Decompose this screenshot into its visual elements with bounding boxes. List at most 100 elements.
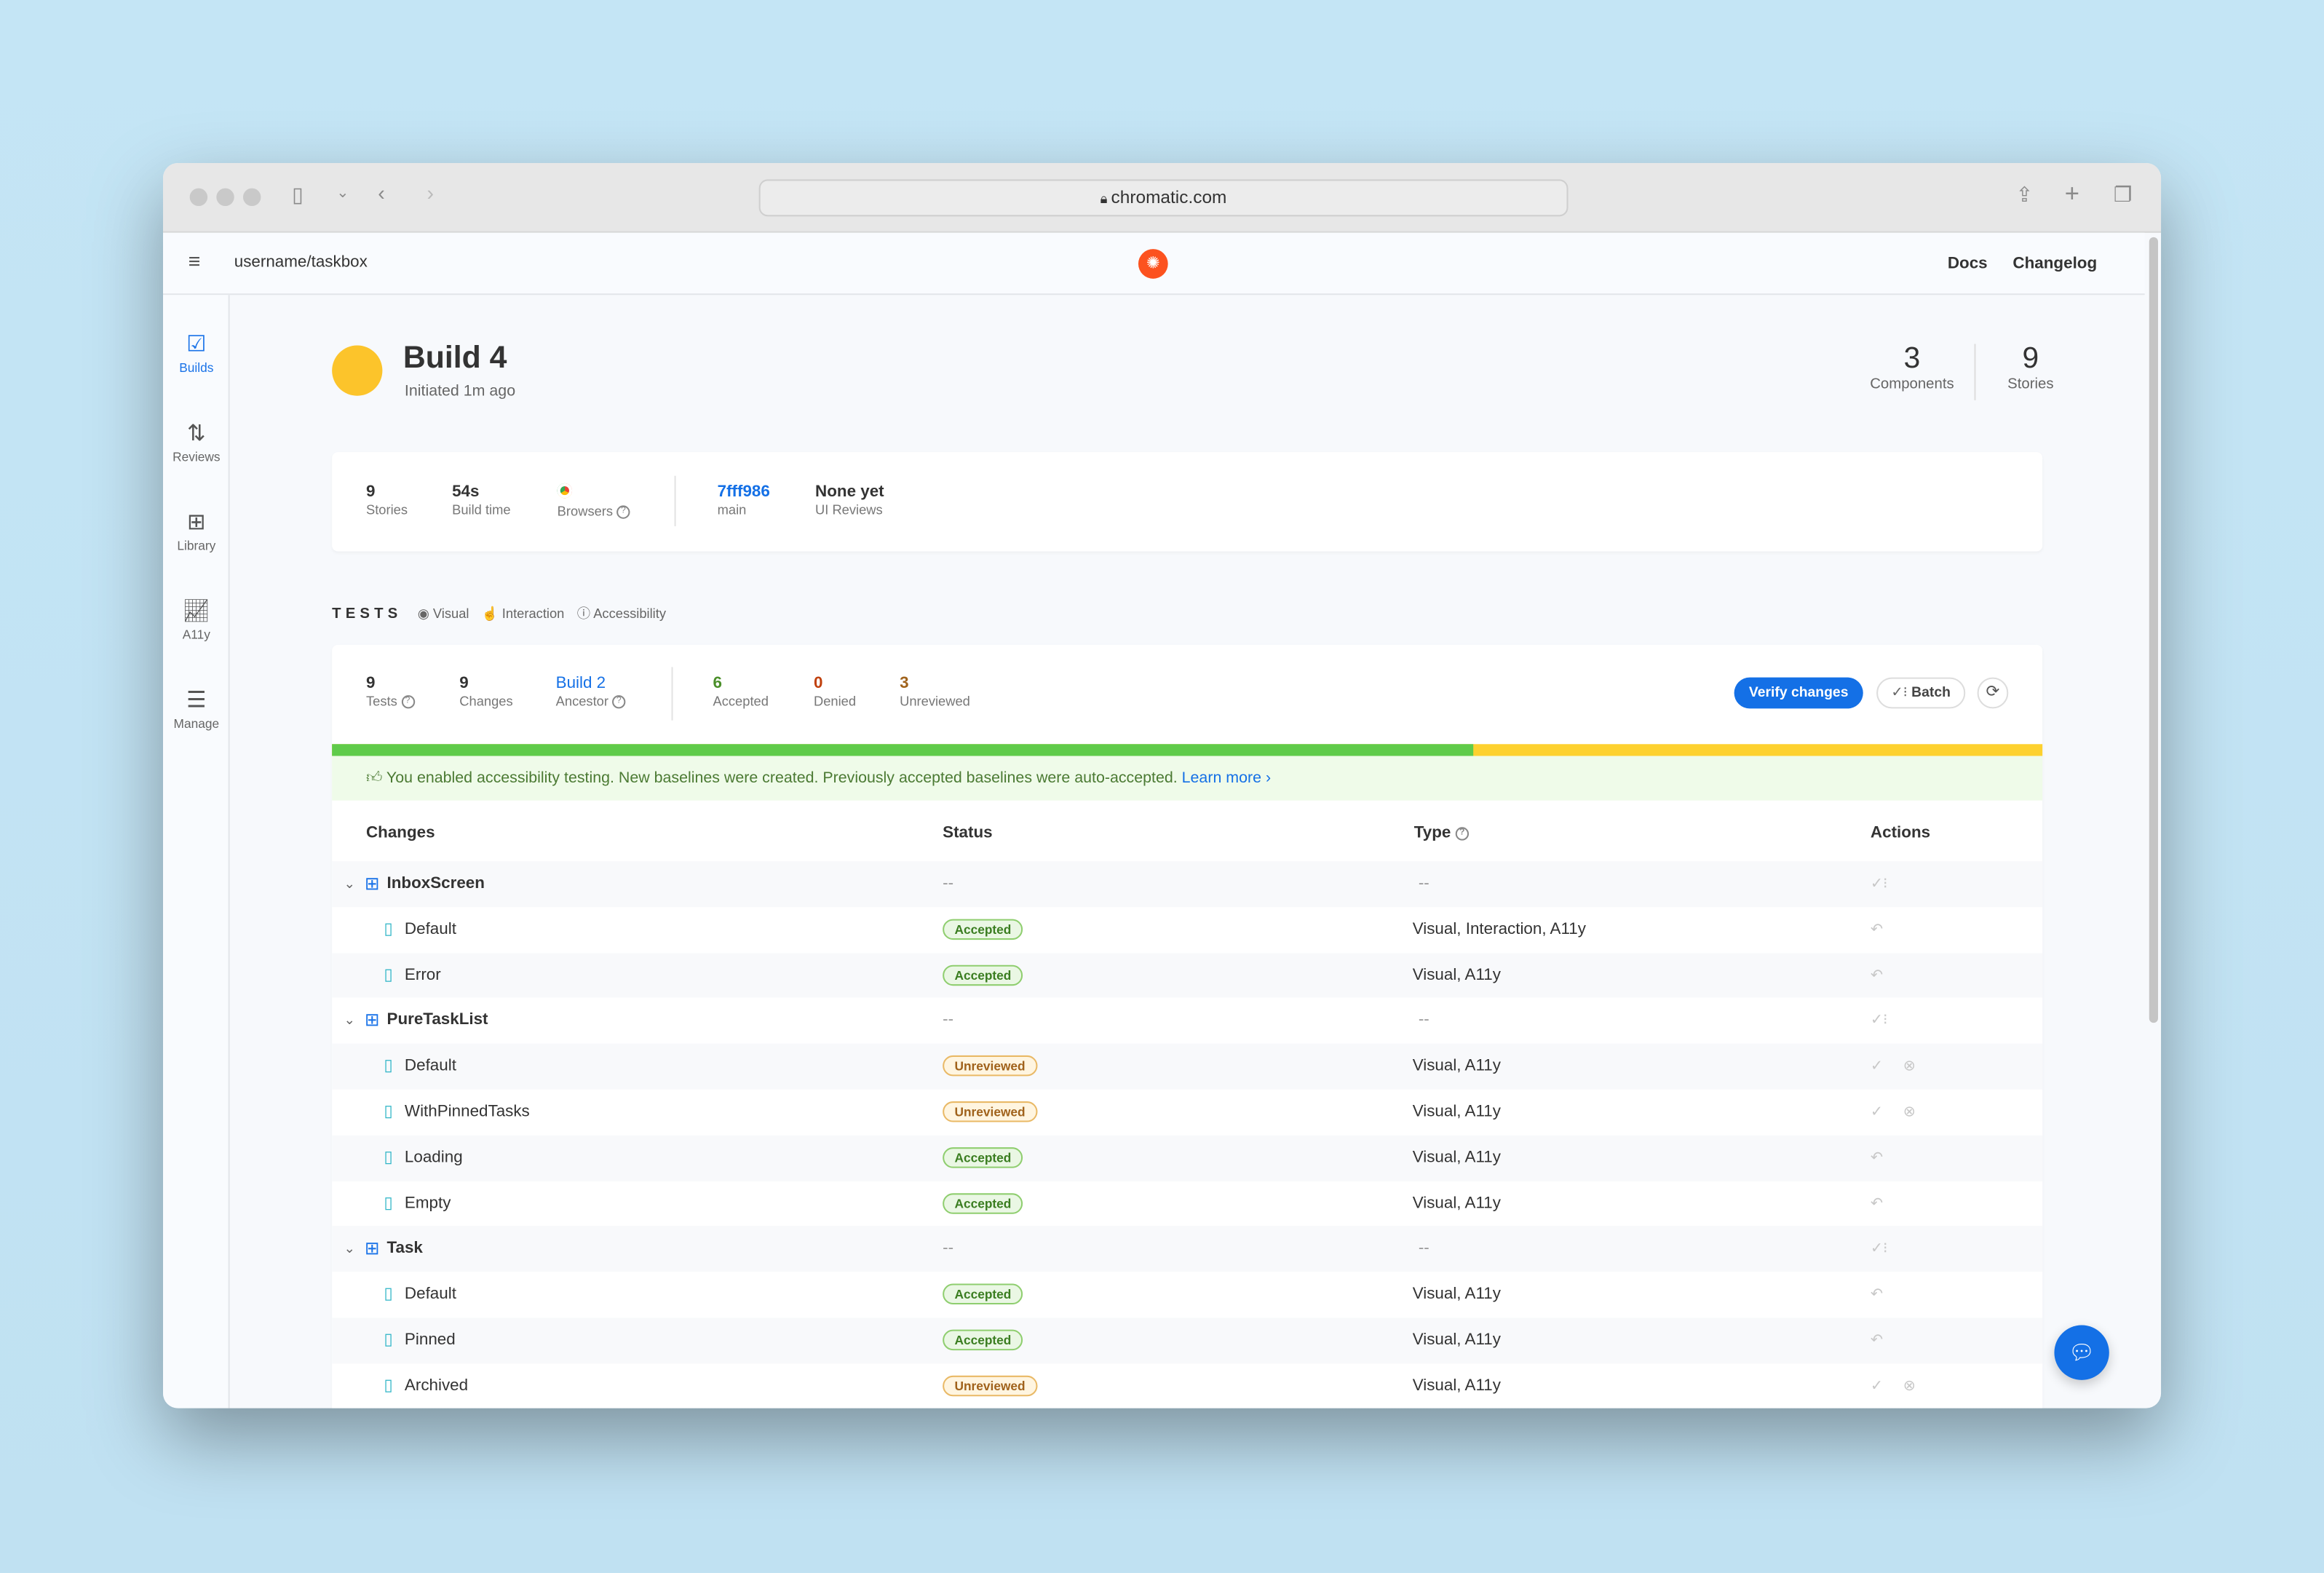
story-name[interactable]: Pinned (404, 1331, 456, 1350)
new-tab-icon[interactable]: + (2064, 179, 2079, 208)
story-name[interactable]: Archived (404, 1376, 469, 1395)
info-browsers[interactable]: Browsers ? (557, 483, 630, 519)
zoom-window-button[interactable] (242, 188, 261, 207)
col-header-actions: Actions (1870, 824, 1931, 842)
menu-icon[interactable]: ≡ (188, 249, 201, 273)
batch-icon[interactable]: ✓⁝ (1870, 876, 1888, 892)
story-row[interactable]: ▯ Default Accepted Visual, A11y ↶ (332, 1272, 2043, 1318)
commit-link[interactable]: 7fff986 (717, 483, 770, 502)
batch-button[interactable]: ✓⁝ Batch (1876, 677, 1966, 709)
story-name[interactable]: Empty (404, 1194, 451, 1212)
batch-icon[interactable]: ✓⁝ (1870, 1013, 1888, 1030)
chevron-down-icon[interactable]: ⌄ (336, 185, 349, 202)
breadcrumb-project[interactable]: taskbox (311, 253, 368, 272)
story-name[interactable]: Loading (404, 1148, 463, 1167)
accept-icon[interactable]: ✓ (1870, 1104, 1884, 1121)
story-row[interactable]: ▯ Empty Accepted Visual, A11y ↶ (332, 1181, 2043, 1227)
banner-text: You enabled accessibility testing. New b… (386, 769, 1178, 788)
chevron-down-icon[interactable]: ⌄ (344, 1241, 355, 1256)
type: Visual, A11y (1412, 1194, 1501, 1212)
sidebar-item-a11y[interactable]: 📈︎ A11y (163, 598, 230, 642)
ancestor-build[interactable]: Build 2 Ancestor ? (556, 675, 626, 709)
tabs-overview-icon[interactable]: ❐ (2113, 182, 2133, 207)
chevron-down-icon[interactable]: ⌄ (344, 876, 355, 891)
main-content: Build 4 Initiated 1m ago 3 Components 9 St… (230, 295, 2145, 1408)
undo-icon[interactable]: ↶ (1870, 967, 1884, 984)
label: Type (1413, 824, 1451, 842)
back-icon[interactable]: ‹ (378, 181, 385, 205)
chevron-down-icon[interactable]: ⌄ (344, 1013, 355, 1029)
deny-icon[interactable]: ⊗ (1903, 1378, 1916, 1395)
undo-icon[interactable]: ↶ (1870, 1332, 1884, 1350)
progress-bar (332, 744, 2043, 756)
story-name[interactable]: WithPinnedTasks (404, 1103, 530, 1121)
scrollbar[interactable] (2149, 237, 2158, 1023)
status-badge: Accepted (943, 1192, 1023, 1214)
batch-icon[interactable]: ✓⁝ (1870, 1241, 1888, 1258)
sidebar-toggle-icon[interactable]: ▯ (292, 182, 304, 207)
component-name[interactable]: PureTaskList (386, 1011, 488, 1030)
bookmark-icon: ▯ (384, 920, 393, 938)
changelog-link[interactable]: Changelog (2012, 255, 2098, 273)
help-icon[interactable]: ? (612, 695, 626, 709)
refresh-icon[interactable]: ⟳ (1977, 677, 2009, 709)
info-commit[interactable]: 7fff986 main (718, 483, 770, 518)
learn-more-link[interactable]: Learn more › (1181, 769, 1272, 788)
breadcrumb-user[interactable]: username (234, 253, 307, 272)
address-bar[interactable]: 🔒︎ chromatic.com (758, 179, 1568, 217)
stories-label: Stories (2007, 376, 2054, 393)
sidebar: ☑ Builds ⇅ Reviews ⊞ Library 📈︎ A11y ☰ Manage (163, 295, 230, 1408)
story-row[interactable]: ▯ Default Unreviewed Visual, A11y ✓ ⊗ (332, 1044, 2043, 1090)
type: Visual, A11y (1412, 1331, 1501, 1350)
help-icon[interactable]: ? (1455, 826, 1469, 840)
chat-icon[interactable]: 💬︎ (2054, 1325, 2109, 1380)
story-name[interactable]: Error (404, 965, 441, 984)
component-row[interactable]: ⌄ ⊞ InboxScreen -- -- ✓⁝ (332, 861, 2043, 908)
undo-icon[interactable]: ↶ (1870, 1149, 1884, 1167)
story-row[interactable]: ▯ Archived Unreviewed Visual, A11y ✓ ⊗ (332, 1363, 2043, 1408)
checkbox-icon: ☑ (186, 332, 207, 357)
undo-icon[interactable]: ↶ (1870, 1286, 1884, 1304)
component-name[interactable]: Task (386, 1240, 423, 1258)
help-icon[interactable]: ? (400, 695, 415, 709)
story-row[interactable]: ▯ Pinned Accepted Visual, A11y ↶ (332, 1318, 2043, 1364)
forward-icon[interactable]: › (427, 181, 434, 205)
undo-icon[interactable]: ↶ (1870, 922, 1884, 938)
story-name[interactable]: Default (404, 1057, 456, 1075)
changes-count: 9 Changes (459, 675, 512, 709)
minimize-window-button[interactable] (216, 188, 234, 207)
verify-changes-button[interactable]: Verify changes (1734, 677, 1863, 709)
learn-more-label[interactable]: Learn more (1181, 769, 1262, 788)
help-icon[interactable]: ? (616, 505, 630, 519)
story-name[interactable]: Default (404, 920, 456, 938)
deny-icon[interactable]: ⊗ (1903, 1104, 1916, 1121)
story-name[interactable]: Default (404, 1285, 456, 1304)
status: -- (943, 874, 954, 892)
component-row[interactable]: ⌄ ⊞ PureTaskList -- -- ✓⁝ (332, 998, 2043, 1045)
status-badge: Accepted (943, 1284, 1023, 1305)
share-icon[interactable]: ⇪ (2015, 182, 2034, 207)
story-row[interactable]: ▯ Default Accepted Visual, Interaction, A11… (332, 906, 2043, 953)
ancestor-link[interactable]: Build 2 (555, 674, 606, 692)
component-name[interactable]: InboxScreen (386, 874, 485, 892)
story-row[interactable]: ▯ Loading Accepted Visual, A11y ↶ (332, 1135, 2043, 1181)
hand-pointer-icon: ☝ (481, 606, 499, 622)
grid-icon: ⊞ (187, 510, 206, 536)
accept-icon[interactable]: ✓ (1870, 1058, 1884, 1075)
undo-icon[interactable]: ↶ (1870, 1195, 1884, 1212)
story-row[interactable]: ▯ WithPinnedTasks Unreviewed Visual, A11y ✓ ⊗ (332, 1089, 2043, 1136)
accepted-count: 6 Accepted (713, 675, 769, 709)
docs-link[interactable]: Docs (1947, 255, 1988, 273)
chromatic-logo-icon[interactable]: ✺ (1138, 249, 1168, 279)
story-row[interactable]: ▯ Error Accepted Visual, A11y ↶ (332, 952, 2043, 999)
accept-icon[interactable]: ✓ (1870, 1378, 1884, 1395)
deny-icon[interactable]: ⊗ (1903, 1058, 1916, 1075)
sidebar-item-manage[interactable]: ☰ Manage (163, 686, 230, 731)
component-row[interactable]: ⌄ ⊞ Task -- -- ✓⁝ (332, 1226, 2043, 1273)
sidebar-item-library[interactable]: ⊞ Library (163, 508, 230, 553)
sidebar-item-builds[interactable]: ☑ Builds (163, 330, 230, 375)
breadcrumb[interactable]: username/taskbox (234, 253, 368, 271)
type: -- (1418, 1011, 1429, 1030)
close-window-button[interactable] (189, 188, 208, 207)
sidebar-item-reviews[interactable]: ⇅ Reviews (163, 419, 230, 464)
